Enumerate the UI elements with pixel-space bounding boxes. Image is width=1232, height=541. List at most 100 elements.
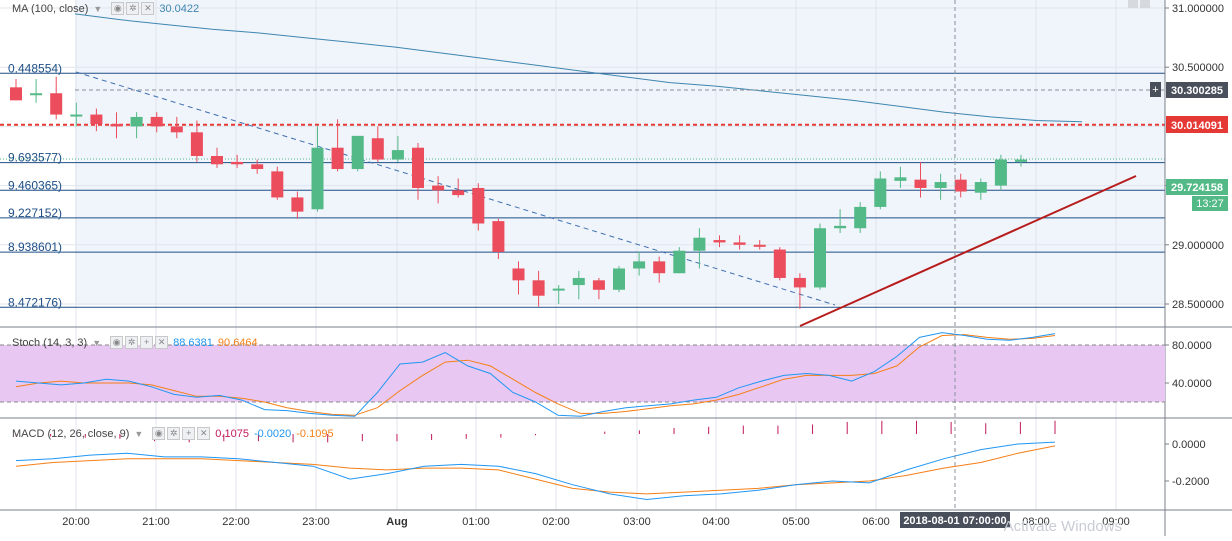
candle-body <box>371 138 384 160</box>
candle-body <box>231 161 244 165</box>
stoch-tick-label: 80.0000 <box>1172 340 1212 352</box>
plus-icon[interactable]: + <box>140 336 154 349</box>
candle-body <box>70 114 83 117</box>
candle-body <box>572 277 585 286</box>
candle-body <box>331 147 344 170</box>
candle-body <box>592 280 605 290</box>
price-tick-label: 30.500000 <box>1172 62 1224 74</box>
time-tick-label: 21:00 <box>142 516 170 528</box>
last-price-badge: 29.724158 13:27 <box>1166 179 1228 211</box>
legend-buttons[interactable]: ◉ ✲ + ✕ <box>110 336 169 349</box>
crosshair-price-badge: + 30.300285 <box>1150 82 1228 98</box>
candle-body <box>552 288 565 291</box>
time-tick-label: 22:00 <box>222 516 250 528</box>
candle <box>572 270 585 300</box>
stoch-d-value: 90.6464 <box>217 336 258 349</box>
macd-legend-label[interactable]: MACD (12, 26, close, 9) <box>12 427 130 440</box>
close-icon[interactable]: ✕ <box>155 336 169 349</box>
candle <box>753 240 766 250</box>
candle <box>70 102 83 127</box>
candle-body <box>90 114 103 125</box>
eye-icon[interactable]: ◉ <box>152 427 166 440</box>
stoch-d-line <box>15 334 1056 416</box>
candle-body <box>271 171 284 198</box>
last-price-label: 29.724158 <box>1171 182 1223 194</box>
candle-body <box>532 280 545 296</box>
candle-body <box>251 164 264 170</box>
crosshair-time-label: 2018-08-01 07:00:00 <box>903 515 1006 527</box>
candle <box>1015 154 1027 167</box>
candle <box>90 108 103 132</box>
candles <box>10 76 1027 309</box>
fib-levels <box>0 72 1165 308</box>
candle-body <box>130 116 143 127</box>
plus-icon[interactable]: + <box>182 427 196 440</box>
dropdown-caret-icon[interactable]: ▼ <box>92 337 102 348</box>
candle-body <box>793 277 806 288</box>
candle-body <box>211 156 223 165</box>
pane-down-icon[interactable] <box>1140 0 1150 8</box>
candle-body <box>512 268 525 281</box>
candle <box>793 273 806 309</box>
macd-tick-label: -0.2000 <box>1172 476 1209 488</box>
candle-body <box>854 206 867 229</box>
support-trendline[interactable] <box>799 175 1137 327</box>
candle <box>311 126 324 212</box>
legend-buttons[interactable]: ◉ ✲ ✕ <box>111 2 155 15</box>
eye-icon[interactable]: ◉ <box>111 2 125 15</box>
candle-body <box>633 261 646 269</box>
level-labels: 0.448554) 9.693577) 9.460365) 9.227152) 8.93… <box>8 61 62 309</box>
price-tick-label: 31.000000 <box>1172 3 1224 15</box>
legend-buttons[interactable]: ◉ ✲ + ✕ <box>152 427 211 440</box>
candle-body <box>291 197 304 212</box>
os-watermark: Activate Windows <box>1003 518 1122 535</box>
candle <box>914 161 927 198</box>
dashed-trendline[interactable] <box>75 71 836 306</box>
gear-icon[interactable]: ✲ <box>167 427 181 440</box>
candle <box>150 112 163 133</box>
time-tick-label: 02:00 <box>542 516 570 528</box>
candle <box>613 266 625 293</box>
time-tick-label: Aug <box>386 516 407 528</box>
candle-body <box>50 93 63 115</box>
candle <box>110 112 123 139</box>
candle <box>773 247 786 281</box>
candle <box>412 142 424 200</box>
level-label: 0.448554) <box>8 61 62 75</box>
dropdown-caret-icon[interactable]: ▼ <box>93 3 103 14</box>
price-pane-shade <box>75 0 1165 305</box>
candle <box>170 116 183 139</box>
pane-up-icon[interactable] <box>1128 0 1138 8</box>
candle <box>251 159 264 174</box>
candle-body <box>311 147 324 210</box>
candle <box>432 176 445 204</box>
candle-body <box>693 237 706 251</box>
candle <box>834 209 847 233</box>
gear-icon[interactable]: ✲ <box>126 2 140 15</box>
candle <box>391 135 404 162</box>
eye-icon[interactable]: ◉ <box>110 336 124 349</box>
ma-legend-label[interactable]: MA (100, close) <box>12 2 89 15</box>
candle <box>633 251 646 276</box>
stoch-legend-label[interactable]: Stoch (14, 3, 3) <box>12 336 88 349</box>
candle-body <box>914 179 927 188</box>
stoch-legend[interactable]: Stoch (14, 3, 3) ▼ ◉ ✲ + ✕ 88.6381 90.64… <box>12 336 258 349</box>
candle-body <box>492 221 505 252</box>
dropdown-caret-icon[interactable]: ▼ <box>134 428 144 439</box>
candle <box>854 202 867 233</box>
candle-body <box>653 261 666 274</box>
candle <box>291 191 304 219</box>
candle <box>271 166 284 200</box>
pane-controls[interactable] <box>1128 0 1150 8</box>
ma-legend[interactable]: MA (100, close) ▼ ◉ ✲ ✕ 30.0422 <box>12 2 199 15</box>
macd-legend[interactable]: MACD (12, 26, close, 9) ▼ ◉ ✲ + ✕ 0.1075… <box>12 427 334 440</box>
grid <box>0 0 1165 510</box>
close-icon[interactable]: ✕ <box>141 2 155 15</box>
trendlines[interactable] <box>75 71 1137 327</box>
crosshair-price-label: 30.300285 <box>1171 85 1223 97</box>
candle <box>713 235 726 248</box>
close-icon[interactable]: ✕ <box>197 427 211 440</box>
gear-icon[interactable]: ✲ <box>125 336 139 349</box>
